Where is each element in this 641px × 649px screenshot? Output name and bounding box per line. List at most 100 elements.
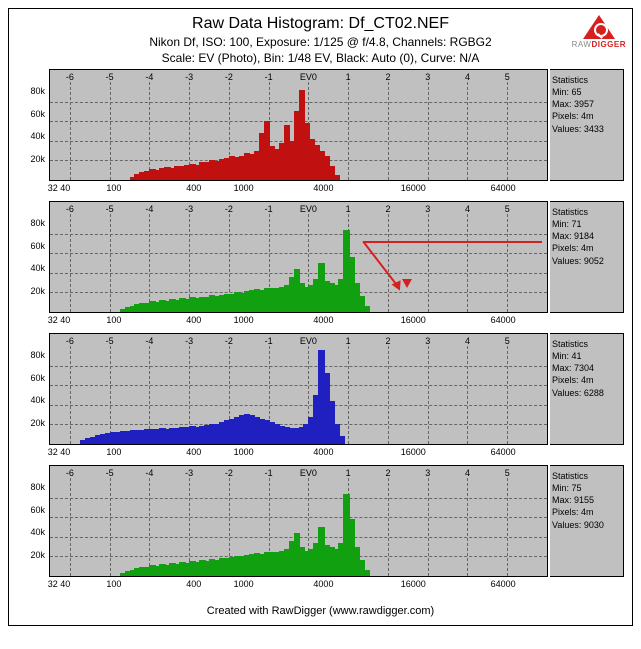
plot-area: -6-5-4-3-2-1EV012345: [49, 333, 548, 445]
y-tick-label: 80k: [30, 86, 45, 96]
ev-tick-label: 5: [505, 468, 510, 478]
stats-box: StatisticsMin: 41Max: 7304Pixels: 4mValu…: [550, 333, 624, 445]
stats-pixels: Pixels: 4m: [552, 242, 621, 254]
footer-text: Created with RawDigger (www.rawdigger.co…: [9, 601, 632, 625]
stats-box: StatisticsMin: 71Max: 9184Pixels: 4mValu…: [550, 201, 624, 313]
logo-text: RAWDIGGER: [572, 40, 626, 49]
ev-axis: -6-5-4-3-2-1EV012345: [50, 72, 547, 82]
stats-min: Min: 41: [552, 350, 621, 362]
histogram-bars: [50, 346, 547, 444]
value-tick-label: 1000: [234, 183, 254, 193]
value-tick-label: 16000: [401, 315, 426, 325]
ev-tick-label: 5: [505, 336, 510, 346]
y-axis: 20k40k60k80k: [17, 465, 47, 577]
value-tick-label: 32 40: [48, 183, 71, 193]
value-tick-label: 16000: [401, 579, 426, 589]
value-tick-label: 16000: [401, 183, 426, 193]
value-tick-label: 4000: [313, 183, 333, 193]
ev-tick-label: -3: [185, 204, 193, 214]
ev-tick-label: -3: [185, 336, 193, 346]
rawdigger-logo: RAWDIGGER: [572, 15, 626, 49]
ev-tick-label: 2: [385, 468, 390, 478]
value-tick-label: 100: [106, 447, 121, 457]
value-tick-label: 32 40: [48, 579, 71, 589]
stats-max: Max: 3957: [552, 98, 621, 110]
ev-tick-label: -2: [225, 468, 233, 478]
ev-tick-label: -3: [185, 72, 193, 82]
stats-max: Max: 7304: [552, 362, 621, 374]
histogram-panel: 20k40k60k80k-6-5-4-3-2-1EV012345Statisti…: [17, 465, 624, 591]
y-axis: 20k 40k 60k 80k: [17, 201, 47, 313]
histogram-panel: 20k40k60k80k-6-5-4-3-2-1EV012345Statisti…: [17, 333, 624, 459]
stats-title: Statistics: [552, 74, 621, 86]
y-tick-label: 60k: [30, 241, 45, 251]
histogram-bars: [50, 478, 547, 576]
value-tick-label: 100: [106, 315, 121, 325]
value-tick-label: 4000: [313, 447, 333, 457]
ev-tick-label: 4: [465, 336, 470, 346]
ev-tick-label: 5: [505, 72, 510, 82]
y-tick-label: 20k: [30, 154, 45, 164]
value-tick-label: 400: [186, 183, 201, 193]
y-tick-label: 60k: [30, 505, 45, 515]
panels-area: 20k40k60k80k-6-5-4-3-2-1EV012345Statisti…: [9, 69, 632, 601]
plot-area: -6-5-4-3-2-1EV012345: [49, 69, 548, 181]
ev-tick-label: 2: [385, 336, 390, 346]
ev-tick-label: 4: [465, 468, 470, 478]
y-tick-label: 20k: [30, 286, 45, 296]
stats-values: Values: 6288: [552, 387, 621, 399]
value-tick-label: 32 40: [48, 447, 71, 457]
ev-tick-label: -6: [66, 72, 74, 82]
value-tick-label: 400: [186, 579, 201, 589]
ev-tick-label: -6: [66, 204, 74, 214]
value-tick-label: 64000: [491, 447, 516, 457]
value-axis: 32 40100400100040001600064000: [49, 183, 548, 195]
y-tick-label: 80k: [30, 482, 45, 492]
value-axis: 32 40100400100040001600064000: [49, 447, 548, 459]
y-tick-label: 40k: [30, 395, 45, 405]
stats-pixels: Pixels: 4m: [552, 506, 621, 518]
value-tick-label: 16000: [401, 447, 426, 457]
ev-tick-label: EV0: [300, 468, 317, 478]
ev-tick-label: -5: [106, 72, 114, 82]
stats-values: Values: 9030: [552, 519, 621, 531]
stats-min: Min: 71: [552, 218, 621, 230]
stats-box: StatisticsMin: 75Max: 9155Pixels: 4mValu…: [550, 465, 624, 577]
ev-axis: -6-5-4-3-2-1EV012345: [50, 468, 547, 478]
histogram-bars: [50, 82, 547, 180]
ev-tick-label: 1: [346, 468, 351, 478]
value-tick-label: 4000: [313, 579, 333, 589]
value-tick-label: 100: [106, 579, 121, 589]
ev-tick-label: 2: [385, 204, 390, 214]
ev-tick-label: -6: [66, 468, 74, 478]
stats-title: Statistics: [552, 470, 621, 482]
ev-tick-label: -6: [66, 336, 74, 346]
ev-tick-label: -2: [225, 336, 233, 346]
plot-area: -6-5-4-3-2-1EV012345: [49, 465, 548, 577]
ev-tick-label: 2: [385, 72, 390, 82]
ev-tick-label: EV0: [300, 336, 317, 346]
ev-tick-label: 1: [346, 336, 351, 346]
header: RAWDIGGER Raw Data Histogram: Df_CT02.NE…: [9, 9, 632, 69]
camera-info: Nikon Df, ISO: 100, Exposure: 1/125 @ f/…: [9, 35, 632, 49]
y-tick-label: 40k: [30, 527, 45, 537]
ev-tick-label: -2: [225, 72, 233, 82]
histogram-panel: 20k40k60k80k-6-5-4-3-2-1EV012345Statisti…: [17, 201, 624, 327]
histogram-panel: 20k40k60k80k-6-5-4-3-2-1EV012345Statisti…: [17, 69, 624, 195]
value-axis: 32 40100400100040001600064000: [49, 315, 548, 327]
y-tick-label: 60k: [30, 373, 45, 383]
histogram-container: RAWDIGGER Raw Data Histogram: Df_CT02.NE…: [8, 8, 633, 626]
value-tick-label: 400: [186, 447, 201, 457]
y-tick-label: 40k: [30, 263, 45, 273]
ev-tick-label: 4: [465, 204, 470, 214]
stats-title: Statistics: [552, 338, 621, 350]
ev-tick-label: 1: [346, 204, 351, 214]
stats-min: Min: 75: [552, 482, 621, 494]
y-tick-label: 80k: [30, 350, 45, 360]
y-tick-label: 80k: [30, 218, 45, 228]
ev-tick-label: -4: [145, 204, 153, 214]
y-tick-label: 20k: [30, 418, 45, 428]
y-axis: 20k40k60k80k: [17, 69, 47, 181]
ev-tick-label: -1: [265, 72, 273, 82]
stats-max: Max: 9155: [552, 494, 621, 506]
